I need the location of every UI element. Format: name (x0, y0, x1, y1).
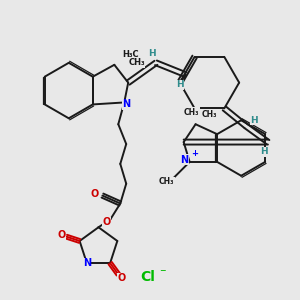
Text: O: O (102, 217, 110, 227)
Text: CH₃: CH₃ (128, 58, 145, 67)
Text: O: O (117, 273, 125, 284)
Text: Cl: Cl (141, 270, 155, 284)
Text: O: O (58, 230, 66, 240)
Text: CH₃: CH₃ (184, 108, 200, 117)
Text: N: N (83, 258, 91, 268)
Text: N: N (122, 99, 130, 110)
Text: +: + (191, 149, 198, 158)
Text: H: H (250, 116, 258, 125)
Text: H₃C: H₃C (122, 50, 139, 59)
Text: CH₃: CH₃ (202, 110, 217, 119)
Text: N: N (181, 155, 189, 165)
Text: O: O (90, 189, 99, 199)
Text: H: H (176, 80, 184, 89)
Text: ⁻: ⁻ (160, 267, 166, 280)
Text: H: H (260, 148, 268, 157)
Text: CH₃: CH₃ (159, 177, 175, 186)
Text: H: H (148, 50, 156, 58)
